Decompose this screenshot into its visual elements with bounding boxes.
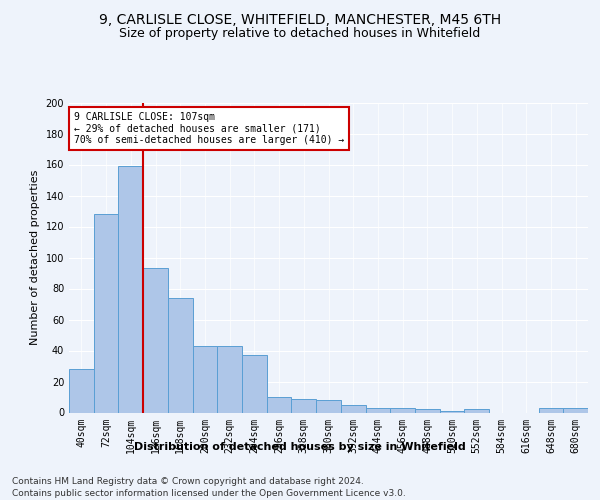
Bar [168, 298, 193, 412]
Text: Distribution of detached houses by size in Whitefield: Distribution of detached houses by size … [134, 442, 466, 452]
Bar [464, 410, 489, 412]
Bar [415, 410, 440, 412]
Bar [193, 346, 217, 412]
Bar [118, 166, 143, 412]
Y-axis label: Number of detached properties: Number of detached properties [30, 170, 40, 345]
Bar [267, 397, 292, 412]
Text: Contains HM Land Registry data © Crown copyright and database right 2024.: Contains HM Land Registry data © Crown c… [12, 478, 364, 486]
Bar [217, 346, 242, 412]
Bar [316, 400, 341, 412]
Text: Size of property relative to detached houses in Whitefield: Size of property relative to detached ho… [119, 28, 481, 40]
Bar [69, 369, 94, 412]
Text: 9 CARLISLE CLOSE: 107sqm
← 29% of detached houses are smaller (171)
70% of semi-: 9 CARLISLE CLOSE: 107sqm ← 29% of detach… [74, 112, 344, 145]
Bar [539, 408, 563, 412]
Bar [341, 405, 365, 412]
Bar [143, 268, 168, 412]
Bar [390, 408, 415, 412]
Text: 9, CARLISLE CLOSE, WHITEFIELD, MANCHESTER, M45 6TH: 9, CARLISLE CLOSE, WHITEFIELD, MANCHESTE… [99, 12, 501, 26]
Bar [440, 411, 464, 412]
Text: Contains public sector information licensed under the Open Government Licence v3: Contains public sector information licen… [12, 489, 406, 498]
Bar [242, 355, 267, 412]
Bar [563, 408, 588, 412]
Bar [292, 398, 316, 412]
Bar [94, 214, 118, 412]
Bar [365, 408, 390, 412]
